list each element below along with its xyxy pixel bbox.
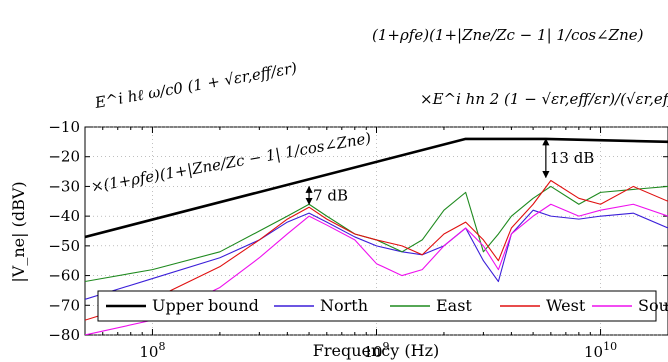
series-layer xyxy=(85,137,668,335)
y-tick-label: −30 xyxy=(48,177,80,195)
difference-label: 13 dB xyxy=(550,149,594,167)
series-line-east xyxy=(85,185,668,283)
series-line-upper-bound xyxy=(85,137,668,239)
y-tick-label: −20 xyxy=(48,148,80,166)
x-tick-label: 1010 xyxy=(584,340,617,361)
legend: Upper bound North East West South xyxy=(97,290,668,322)
legend-label-north: North xyxy=(320,296,368,315)
legend-box xyxy=(97,290,657,322)
difference-label: 7 dB xyxy=(313,186,348,204)
y-axis-title: |V_ne| (dBV) xyxy=(9,181,28,282)
formula-annotations: (1+ρfe)(1+|Zne/Zc − 1| 1/cos∠Zne) ×E^i h… xyxy=(90,26,668,196)
legend-label-east: East xyxy=(436,296,472,315)
legend-label-south: South xyxy=(638,296,668,315)
series-line-south xyxy=(85,203,668,335)
y-tick-label: −40 xyxy=(48,207,80,225)
x-tick-label: 108 xyxy=(139,340,165,361)
legend-label-west: West xyxy=(546,296,586,315)
y-tick-label: −50 xyxy=(48,237,80,255)
formula-top-right: (1+ρfe)(1+|Zne/Zc − 1| 1/cos∠Zne) xyxy=(372,26,644,44)
x-tick-label: 109 xyxy=(363,340,389,361)
formula-right: ×E^i hn 2 (1 − √εr,eff/εr)/(√εr,eff − 1) xyxy=(420,90,668,108)
y-tick-label: −10 xyxy=(48,118,80,136)
annotation-layer: 7 dB 13 dB xyxy=(305,138,594,205)
y-tick-label: −80 xyxy=(48,326,80,344)
grid xyxy=(85,126,668,336)
legend-label-upper-bound: Upper bound xyxy=(152,296,259,315)
series-line-west xyxy=(85,179,668,321)
y-tick-label: −60 xyxy=(48,267,80,285)
series-line-north xyxy=(85,209,668,300)
y-tick-label: −70 xyxy=(48,296,80,314)
axis-ticks: −10 −20 −30 −40 −50 −60 −70 −80 108 109 1010 xyxy=(48,118,668,361)
formula-left-top: E^i hℓ ω/c0 (1 + √εr,eff/εr) xyxy=(93,59,299,112)
x-axis-title: Frequency (Hz) xyxy=(313,341,440,360)
